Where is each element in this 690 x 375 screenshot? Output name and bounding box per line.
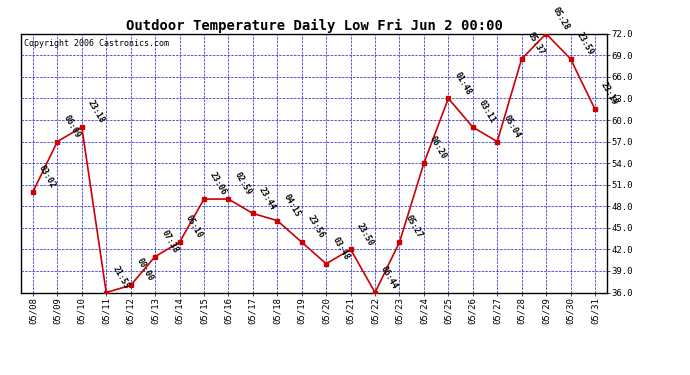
Text: 23:06: 23:06 [208, 171, 228, 197]
Text: 23:56: 23:56 [306, 214, 326, 240]
Text: 03:11: 03:11 [477, 99, 497, 125]
Text: 05:04: 05:04 [502, 113, 522, 140]
Text: 23:50: 23:50 [355, 221, 375, 247]
Text: 03:48: 03:48 [331, 236, 351, 262]
Text: 04:15: 04:15 [282, 192, 302, 219]
Text: 00:00: 00:00 [135, 257, 155, 283]
Text: 06:44: 06:44 [380, 264, 400, 290]
Text: 23:44: 23:44 [257, 185, 277, 211]
Text: 06:09: 06:09 [61, 113, 82, 140]
Text: 06:20: 06:20 [428, 135, 448, 161]
Text: 02:59: 02:59 [233, 171, 253, 197]
Title: Outdoor Temperature Daily Low Fri Jun 2 00:00: Outdoor Temperature Daily Low Fri Jun 2 … [126, 18, 502, 33]
Text: 23:19: 23:19 [599, 81, 620, 107]
Text: 01:48: 01:48 [453, 70, 473, 96]
Text: Copyright 2006 Castronics.com: Copyright 2006 Castronics.com [23, 39, 168, 48]
Text: 05:37: 05:37 [526, 31, 546, 57]
Text: 03:02: 03:02 [37, 164, 57, 190]
Text: 23:59: 23:59 [575, 31, 595, 57]
Text: 23:18: 23:18 [86, 99, 106, 125]
Text: 21:55: 21:55 [110, 264, 130, 290]
Text: 05:27: 05:27 [404, 214, 424, 240]
Text: 05:28: 05:28 [550, 5, 571, 32]
Text: 07:38: 07:38 [159, 228, 179, 254]
Text: 05:10: 05:10 [184, 214, 204, 240]
